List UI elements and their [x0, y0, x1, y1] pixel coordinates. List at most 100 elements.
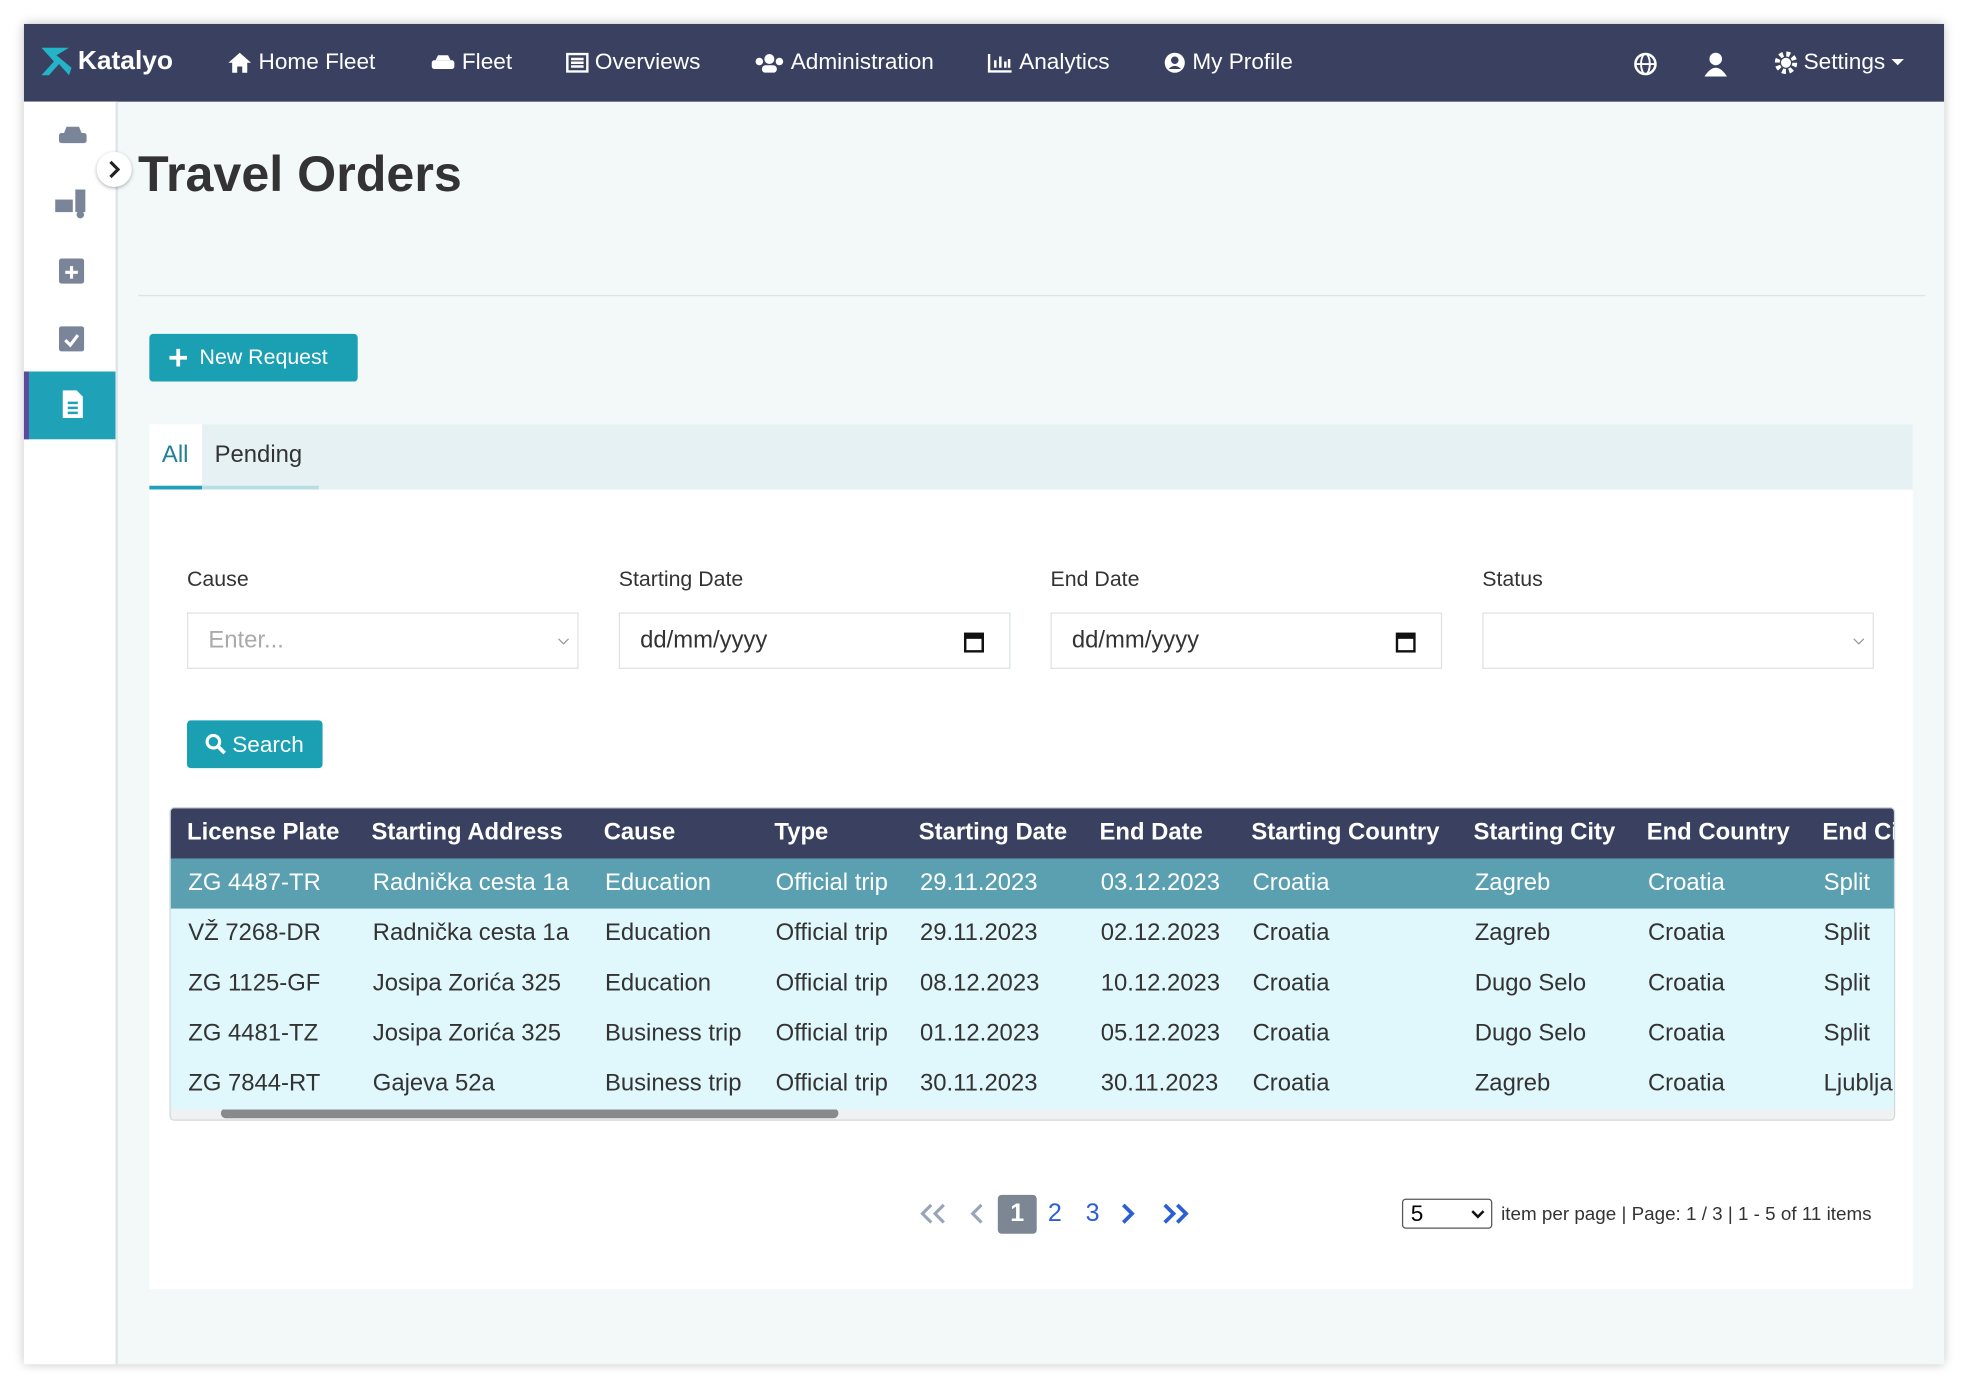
button-text: New Request: [199, 345, 328, 369]
last-page[interactable]: [1160, 1201, 1195, 1226]
scrollbar: [170, 1106, 1894, 1120]
icon: [755, 53, 784, 73]
table-cell: Business trip: [604, 1070, 742, 1097]
table-cell: Croatia: [1252, 869, 1330, 897]
side-active[interactable]: [23, 371, 116, 440]
table: License Plate Starting Address Cause Type St…: [169, 807, 1896, 1121]
filter-label: Status: [1482, 567, 1543, 592]
start-date-input[interactable]: dd/mm/yyyy: [618, 612, 1011, 669]
side-truck[interactable]: [53, 187, 93, 220]
button-text: Search: [232, 731, 304, 757]
navbar: Katalyo Home Fleet Fleet Overviews Admin…: [23, 23, 1945, 102]
table-cell: Croatia: [1252, 1070, 1330, 1097]
column-header: Type: [774, 819, 829, 846]
table-header: [170, 808, 1894, 859]
nav-administration[interactable]: Administration: [754, 49, 934, 75]
scrollbar-thumb[interactable]: [220, 1108, 839, 1119]
table-cell: Gajeva 52a: [372, 1070, 495, 1097]
table-row[interactable]: [170, 1059, 1894, 1110]
tab-all[interactable]: All: [149, 424, 203, 490]
table-cell: Croatia: [1647, 1070, 1725, 1097]
table-cell: 30.11.2023: [919, 1070, 1038, 1097]
table-cell: Official trip: [775, 869, 888, 897]
placeholder: dd/mm/yyyy: [1071, 627, 1200, 654]
user-icon[interactable]: [1704, 51, 1728, 77]
table-cell: Radnička cesta 1a: [372, 869, 569, 897]
cause-select[interactable]: Enter...: [187, 612, 579, 669]
table-cell: Split: [1823, 1020, 1871, 1047]
column-header: Starting Country: [1251, 819, 1440, 846]
column-header: Cause: [603, 819, 676, 846]
next-page[interactable]: [1117, 1201, 1137, 1226]
table-cell: Radnička cesta 1a: [372, 919, 569, 947]
icon: [431, 54, 455, 69]
divider: [138, 294, 1926, 297]
nav-overviews[interactable]: Overviews: [566, 49, 700, 75]
table-cell: Dugo Selo: [1474, 1020, 1587, 1047]
table-cell: 29.11.2023: [919, 919, 1038, 947]
column-header: Starting City: [1473, 819, 1616, 846]
side-car[interactable]: [58, 124, 88, 147]
table-cell: Dugo Selo: [1474, 970, 1587, 997]
chevron-down: [558, 638, 570, 645]
status-select[interactable]: [1482, 612, 1874, 669]
icon: [228, 52, 252, 73]
per-page-select[interactable]: 5: [1401, 1198, 1493, 1229]
table-cell: 01.12.2023: [919, 1020, 1040, 1047]
table-cell: Croatia: [1647, 869, 1725, 897]
table-row[interactable]: [170, 1009, 1894, 1060]
page-number[interactable]: 1: [997, 1194, 1037, 1234]
calendar-icon: [1395, 632, 1416, 653]
sidebar-toggle[interactable]: [96, 151, 132, 188]
language-icon[interactable]: [1633, 51, 1658, 76]
table-row[interactable]: [170, 858, 1894, 909]
sidebar: [23, 101, 118, 1365]
table-row[interactable]: [170, 908, 1894, 959]
icon: [1164, 52, 1185, 73]
end-date-input[interactable]: dd/mm/yyyy: [1050, 612, 1443, 669]
first-page[interactable]: [917, 1201, 950, 1226]
search-button[interactable]: Search: [187, 720, 323, 769]
brand-text: Katalyo: [77, 46, 174, 76]
calendar-icon: [963, 632, 984, 653]
side-calendar-check[interactable]: [58, 323, 86, 353]
tab-pending[interactable]: Pending: [202, 424, 319, 490]
filter-label: Cause: [187, 567, 249, 592]
page-title: Travel Orders: [138, 146, 462, 203]
table-cell: Zagreb: [1474, 869, 1551, 897]
table-cell: Official trip: [775, 1020, 888, 1047]
nav-settings[interactable]: Settings: [1774, 49, 1905, 75]
column-header: Starting Date: [918, 819, 1068, 846]
nav-home[interactable]: Home Fleet: [227, 49, 375, 75]
table-cell: 02.12.2023: [1100, 919, 1221, 947]
nav-profile[interactable]: My Profile: [1163, 49, 1293, 75]
table-cell: ZG 1125-GF: [188, 970, 321, 997]
brand[interactable]: Katalyo: [39, 45, 173, 78]
table-cell: Josipa Zorića 325: [372, 1020, 561, 1047]
placeholder: Enter...: [208, 627, 284, 654]
side-calendar-plus[interactable]: [58, 255, 86, 285]
table-cell: Official trip: [775, 1070, 888, 1097]
prev-page[interactable]: [968, 1201, 988, 1226]
table-cell: 30.11.2023: [1100, 1070, 1219, 1097]
nav-fleet[interactable]: Fleet: [430, 49, 512, 75]
table-cell: Education: [604, 869, 712, 897]
column-header: End City: [1822, 819, 1894, 846]
side-doc: [62, 390, 83, 418]
placeholder: dd/mm/yyyy: [640, 627, 768, 654]
table-cell: 03.12.2023: [1100, 869, 1221, 897]
table-row[interactable]: [170, 958, 1894, 1010]
page-number[interactable]: 3: [1085, 1199, 1100, 1228]
nav-text: Administration: [790, 48, 934, 75]
logo: [41, 47, 72, 76]
chevron-down: [1471, 1210, 1485, 1219]
table-cell: Split: [1823, 919, 1871, 947]
nav-analytics[interactable]: Analytics: [987, 48, 1110, 75]
table-cell: Zagreb: [1474, 1070, 1551, 1097]
new-request-button[interactable]: New Request: [149, 333, 358, 382]
table-cell: Official trip: [775, 919, 888, 947]
nav-text: Analytics: [1019, 48, 1110, 75]
table-cell: Official trip: [775, 970, 888, 997]
column-header: Starting Address: [371, 819, 563, 846]
page-number[interactable]: 2: [1047, 1199, 1062, 1228]
